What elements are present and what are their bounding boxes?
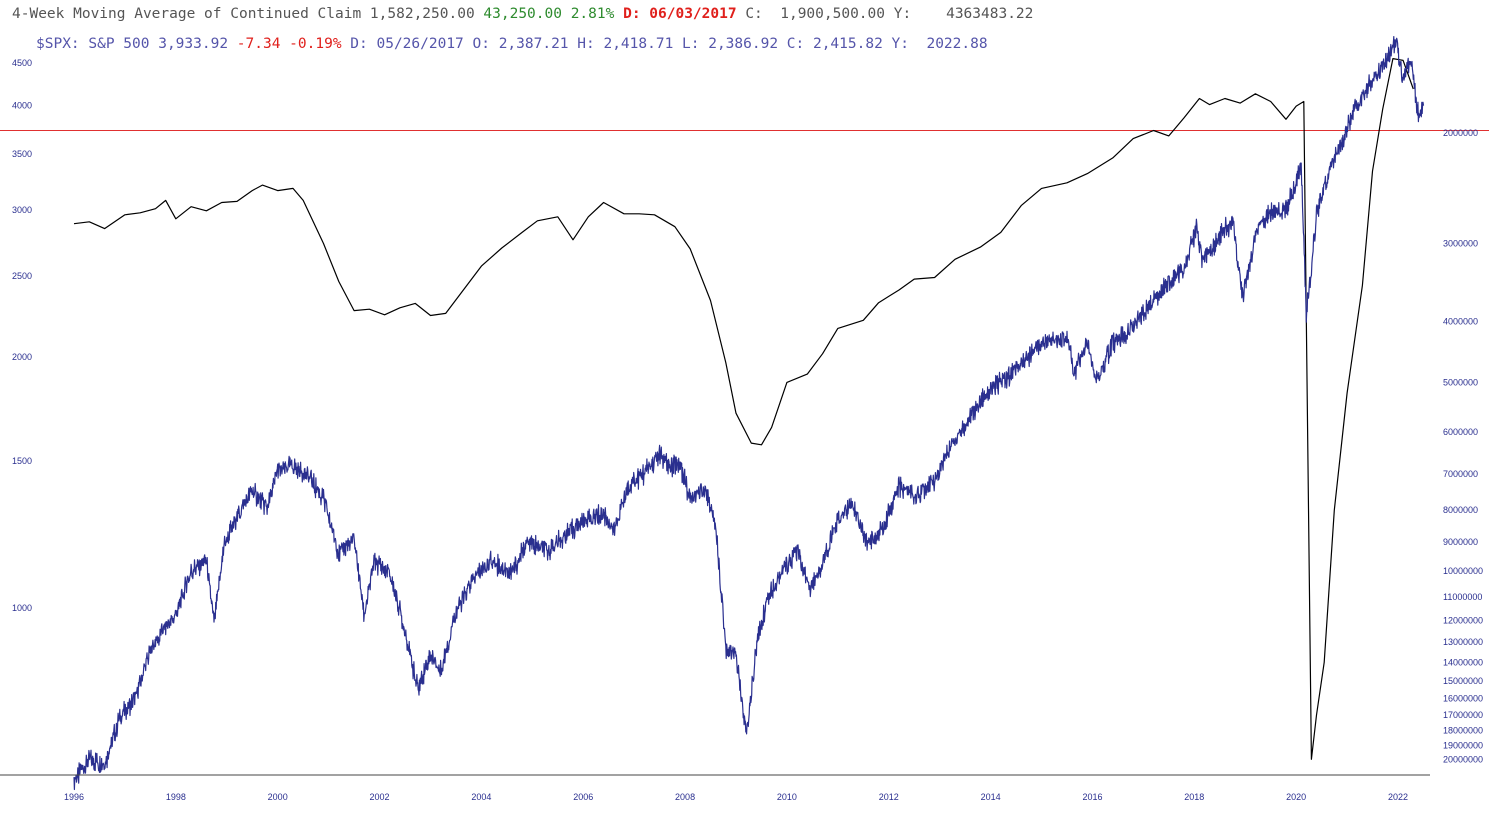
x-tick-label: 2018 xyxy=(1184,792,1204,802)
left-tick-label: 4500 xyxy=(12,58,32,68)
x-tick-label: 2006 xyxy=(573,792,593,802)
right-tick-label: 4000000 xyxy=(1443,317,1478,327)
claims-header-line: 4-Week Moving Average of Continued Claim… xyxy=(12,6,1033,22)
spx-header-segment: D: 05/26/2017 O: 2,387.21 H: 2,418.71 L:… xyxy=(350,36,987,52)
right-tick-label: 11000000 xyxy=(1443,592,1482,602)
x-tick-label: 2004 xyxy=(471,792,491,802)
right-tick-label: 7000000 xyxy=(1443,469,1478,479)
right-tick-label: 18000000 xyxy=(1443,726,1483,736)
x-tick-label: 1996 xyxy=(64,792,84,802)
claims-header-segment: D: 06/03/2017 xyxy=(623,6,745,22)
right-tick-label: 20000000 xyxy=(1443,754,1483,764)
right-tick-label: 10000000 xyxy=(1443,566,1483,576)
x-tick-label: 2020 xyxy=(1286,792,1306,802)
left-tick-label: 3500 xyxy=(12,149,32,159)
x-tick-label: 2012 xyxy=(879,792,899,802)
spx-header-line: $SPX: S&P 500 3,933.92 -7.34 -0.19% D: 0… xyxy=(36,36,988,52)
left-tick-label: 2000 xyxy=(12,352,32,362)
x-tick-label: 2002 xyxy=(370,792,390,802)
spx-header-segment: $SPX: S&P 500 3,933.92 xyxy=(36,36,237,52)
left-tick-label: 2500 xyxy=(12,271,32,281)
claims-header-segment: C: 1,900,500.00 Y: 4363483.22 xyxy=(745,6,1033,22)
x-tick-label: 2000 xyxy=(268,792,288,802)
right-tick-label: 6000000 xyxy=(1443,427,1478,437)
claims-header-segment: 43,250.00 2.81% xyxy=(483,6,623,22)
right-tick-label: 12000000 xyxy=(1443,615,1483,625)
x-tick-label: 2010 xyxy=(777,792,797,802)
right-tick-label: 17000000 xyxy=(1443,710,1483,720)
x-tick-label: 2022 xyxy=(1388,792,1408,802)
x-tick-label: 2014 xyxy=(981,792,1001,802)
x-tick-label: 2016 xyxy=(1082,792,1102,802)
left-tick-label: 1000 xyxy=(12,603,32,613)
claims-header-segment: 4-Week Moving Average of Continued Claim… xyxy=(12,6,483,22)
x-tick-label: 2008 xyxy=(675,792,695,802)
right-tick-label: 9000000 xyxy=(1443,537,1478,547)
right-tick-label: 2000000 xyxy=(1443,128,1478,138)
right-tick-label: 3000000 xyxy=(1443,238,1478,248)
right-tick-label: 5000000 xyxy=(1443,377,1478,387)
spx-series-line xyxy=(73,36,1425,791)
right-tick-label: 14000000 xyxy=(1443,657,1483,667)
right-tick-label: 13000000 xyxy=(1443,637,1483,647)
right-tick-label: 8000000 xyxy=(1443,505,1478,515)
right-tick-label: 19000000 xyxy=(1443,740,1483,750)
claims-series-line xyxy=(73,58,1414,760)
spx-header-segment: -7.34 -0.19% xyxy=(237,36,351,52)
right-tick-label: 16000000 xyxy=(1443,694,1483,704)
right-tick-label: 15000000 xyxy=(1443,676,1483,686)
x-tick-label: 1998 xyxy=(166,792,186,802)
left-tick-label: 3000 xyxy=(12,205,32,215)
left-tick-label: 4000 xyxy=(12,101,32,111)
left-tick-label: 1500 xyxy=(12,456,32,466)
